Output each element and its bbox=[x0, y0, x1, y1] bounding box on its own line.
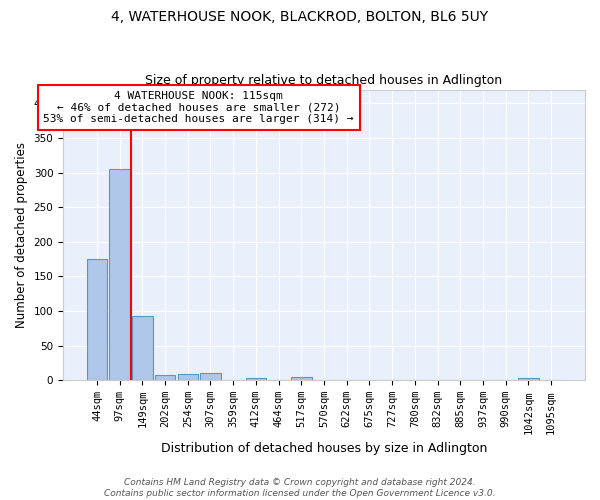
Text: 4, WATERHOUSE NOOK, BLACKROD, BOLTON, BL6 5UY: 4, WATERHOUSE NOOK, BLACKROD, BOLTON, BL… bbox=[112, 10, 488, 24]
Bar bbox=[245, 378, 266, 380]
Bar bbox=[155, 374, 175, 380]
Bar bbox=[87, 259, 107, 380]
Bar bbox=[200, 374, 221, 380]
Bar bbox=[109, 169, 130, 380]
Bar bbox=[291, 378, 311, 380]
Text: 4 WATERHOUSE NOOK: 115sqm
← 46% of detached houses are smaller (272)
53% of semi: 4 WATERHOUSE NOOK: 115sqm ← 46% of detac… bbox=[43, 91, 354, 124]
Text: Contains HM Land Registry data © Crown copyright and database right 2024.
Contai: Contains HM Land Registry data © Crown c… bbox=[104, 478, 496, 498]
Bar bbox=[518, 378, 539, 380]
Bar bbox=[178, 374, 198, 380]
Title: Size of property relative to detached houses in Adlington: Size of property relative to detached ho… bbox=[145, 74, 503, 87]
X-axis label: Distribution of detached houses by size in Adlington: Distribution of detached houses by size … bbox=[161, 442, 487, 455]
Y-axis label: Number of detached properties: Number of detached properties bbox=[15, 142, 28, 328]
Bar bbox=[132, 316, 152, 380]
